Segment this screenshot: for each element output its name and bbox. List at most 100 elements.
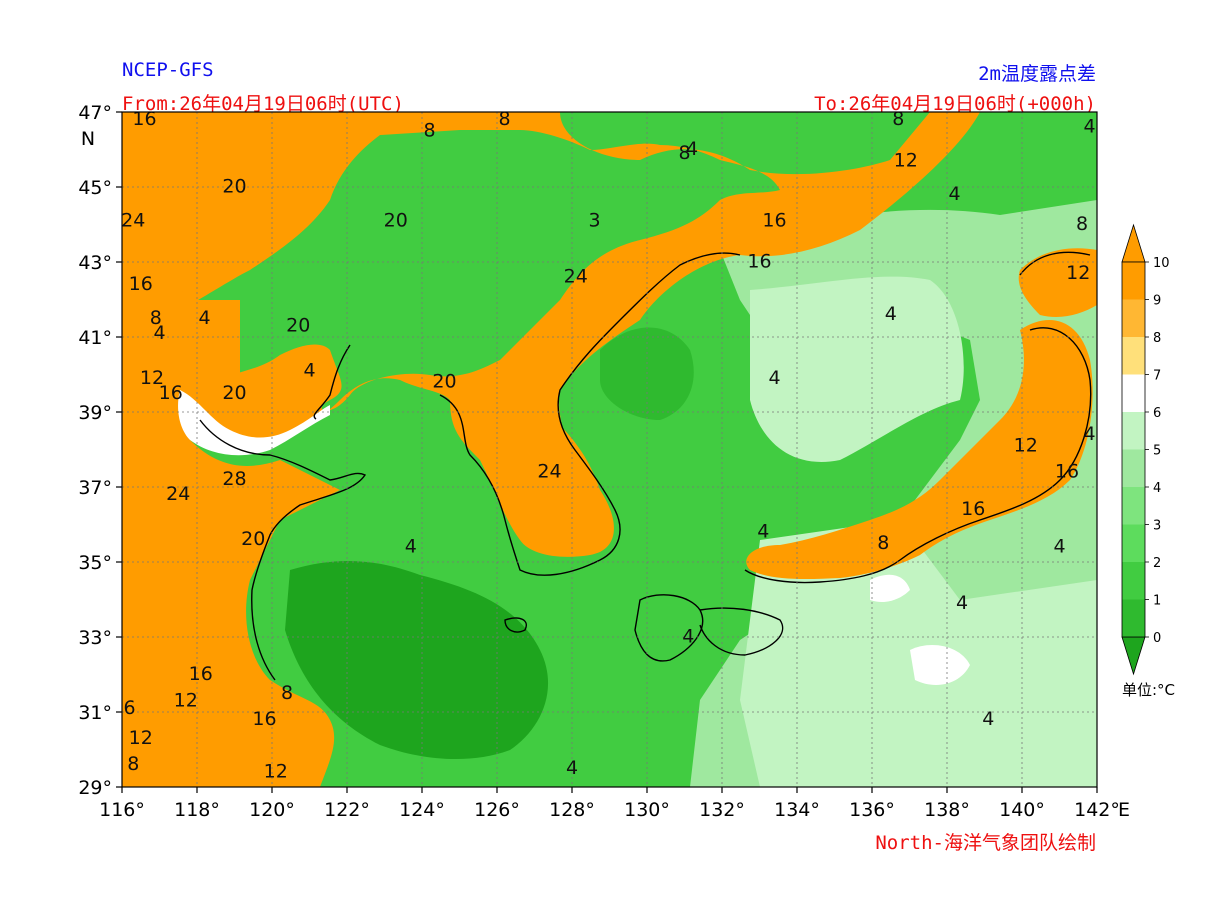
colorbar-tick-label: 3 [1153, 519, 1161, 534]
lat-tick-label: 45° [78, 177, 112, 199]
contour-label: 16 [132, 108, 156, 130]
contour-label: 28 [222, 468, 246, 490]
contour-label: 20 [384, 209, 408, 231]
japan-hokkaido-field [1018, 248, 1097, 317]
colorbar-tick-label: 0 [1153, 631, 1161, 646]
contour-label: 4 [956, 592, 968, 614]
contour-label: 6 [123, 697, 135, 719]
contour-label: 12 [1014, 434, 1038, 456]
contour-label: 20 [286, 314, 310, 336]
contour-label: 3 [588, 209, 600, 231]
contour-label: 8 [127, 753, 139, 775]
plot-frame [121, 111, 1098, 788]
colorbar-bin [1122, 487, 1145, 525]
colorbar-tick-label: 2 [1153, 556, 1161, 571]
contour-label: 4 [682, 626, 694, 648]
lat-tick-label: 41° [78, 327, 112, 349]
colorbar-tick-label: 6 [1153, 406, 1161, 421]
lat-tick-label: 31° [78, 702, 112, 724]
lon-tick-label: 120° [249, 799, 295, 821]
korea-field [470, 403, 614, 556]
lon-tick-label: 116° [99, 799, 145, 821]
colorbar-extend-low [1121, 636, 1146, 676]
lat-tick-label: 35° [78, 552, 112, 574]
coast-light-band [178, 390, 330, 456]
contour-label: 16 [747, 251, 771, 273]
colorbar-bin [1122, 449, 1145, 487]
contour-label: 12 [1066, 262, 1090, 284]
lon-tick-label: 134° [774, 799, 820, 821]
colorbar-unit: 单位:°C [1122, 681, 1176, 699]
lon-tick-label: 136° [849, 799, 895, 821]
colorbar-tick-label: 9 [1153, 294, 1161, 309]
credit-line: North-海洋气象团队绘制 [875, 832, 1096, 854]
contour-label: 4 [1053, 536, 1065, 558]
lon-tick-label: 132° [699, 799, 745, 821]
lat-tick-label: 47° [78, 102, 112, 124]
contour-label: 24 [166, 483, 190, 505]
contour-label: 12 [894, 149, 918, 171]
contour-label: 4 [757, 521, 769, 543]
colorbar-bin [1122, 599, 1145, 637]
contour-label: 16 [252, 708, 276, 730]
contour-label: 24 [121, 209, 145, 231]
colorbar-bin [1122, 299, 1145, 337]
lat-tick-label: 39° [78, 402, 112, 424]
lon-tick-label: 128° [549, 799, 595, 821]
contour-label: 4 [885, 303, 897, 325]
colorbar-bin [1122, 562, 1145, 600]
colorbar-bin [1122, 412, 1145, 450]
lat-tick-label: 43° [78, 252, 112, 274]
colorbar-tick-label: 8 [1153, 331, 1161, 346]
contour-label: 16 [1055, 461, 1079, 483]
contour-label: 4 [1083, 423, 1095, 445]
contour-label: 24 [537, 461, 561, 483]
contour-label: 4 [566, 757, 578, 779]
colorbar-bin [1122, 337, 1145, 375]
lon-tick-label: 122° [324, 799, 370, 821]
contour-label: 4 [303, 359, 315, 381]
contour-label: 16 [961, 498, 985, 520]
contour-label: 16 [762, 209, 786, 231]
colorbar-bin [1122, 374, 1145, 412]
contour-label: 4 [405, 536, 417, 558]
contour-label: 4 [948, 183, 960, 205]
product-title: 2m温度露点差 [978, 63, 1096, 85]
colorbar-bin [1122, 524, 1145, 562]
contour-label: 8 [498, 108, 510, 130]
land-west-inner [122, 300, 240, 420]
lon-tick-label: 126° [474, 799, 520, 821]
valid-from: From:26年04月19日06时(UTC) [122, 93, 404, 115]
contour-label: 24 [564, 266, 588, 288]
contour-label: 4 [153, 322, 165, 344]
contour-label: 20 [432, 371, 456, 393]
coastline [199, 251, 1092, 681]
contour-label: 4 [1083, 116, 1095, 138]
contour-label: 8 [281, 682, 293, 704]
lon-tick-label: 130° [624, 799, 670, 821]
contour-label: 8 [892, 108, 904, 130]
valid-to: To:26年04月19日06时(+000h) [814, 93, 1096, 115]
colorbar-bin [1122, 262, 1145, 300]
contour-label: 4 [982, 708, 994, 730]
japan-honshu-field [746, 320, 1093, 580]
yellow-sea-dark-field [285, 560, 549, 760]
colorbar-tick-label: 4 [1153, 481, 1161, 496]
lon-suffix: E [1118, 799, 1130, 821]
contour-label: 12 [140, 367, 164, 389]
lat-tick-label: 29° [78, 777, 112, 799]
contour-label: 16 [129, 273, 153, 295]
contour-label: 20 [241, 528, 265, 550]
colorbar-extend-high [1121, 223, 1146, 263]
contour-label: 12 [174, 689, 198, 711]
contour-label: 12 [264, 761, 288, 783]
lon-tick-label: 138° [924, 799, 970, 821]
contour-label: 16 [189, 663, 213, 685]
contour-label: 8 [150, 307, 162, 329]
colorbar-tick-label: 7 [1153, 369, 1161, 384]
sea-patch-white [910, 645, 970, 685]
contour-label: 4 [768, 367, 780, 389]
sea-south-white [870, 574, 910, 602]
land-north-field [122, 112, 980, 557]
